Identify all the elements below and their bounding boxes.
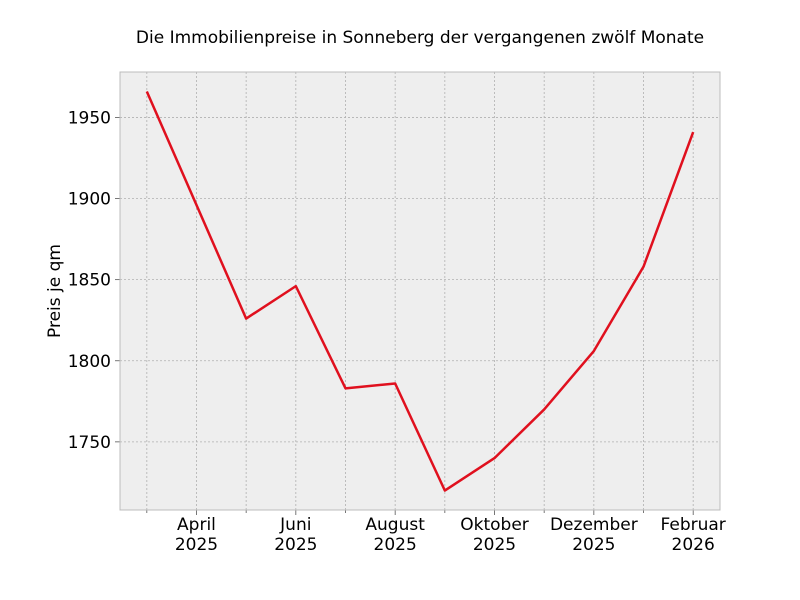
x-tick-label: Februar bbox=[661, 515, 726, 535]
x-tick-label: August bbox=[365, 515, 425, 535]
y-tick-label: 1800 bbox=[68, 352, 111, 372]
y-axis-label: Preis je qm bbox=[45, 244, 65, 338]
x-tick-label: April bbox=[177, 515, 216, 535]
x-tick-label: 2025 bbox=[175, 535, 218, 555]
y-tick-label: 1750 bbox=[68, 433, 111, 453]
series-line bbox=[145, 90, 695, 492]
x-tick-label: 2025 bbox=[374, 535, 417, 555]
y-tick-label: 1950 bbox=[68, 108, 111, 128]
x-tick-label: Dezember bbox=[550, 515, 638, 535]
x-tick-label: 2025 bbox=[473, 535, 516, 555]
y-tick-label: 1900 bbox=[68, 190, 111, 210]
x-tick-label: Juni bbox=[279, 515, 311, 535]
y-tick-label: 1850 bbox=[68, 271, 111, 291]
plot-frame bbox=[119, 71, 721, 511]
x-tick-label: 2025 bbox=[572, 535, 615, 555]
x-tick-label: 2026 bbox=[672, 535, 715, 555]
chart-title: Die Immobilienpreise in Sonneberg der ve… bbox=[136, 28, 704, 48]
x-tick-label: Oktober bbox=[460, 515, 529, 535]
x-tick-label: 2025 bbox=[274, 535, 317, 555]
